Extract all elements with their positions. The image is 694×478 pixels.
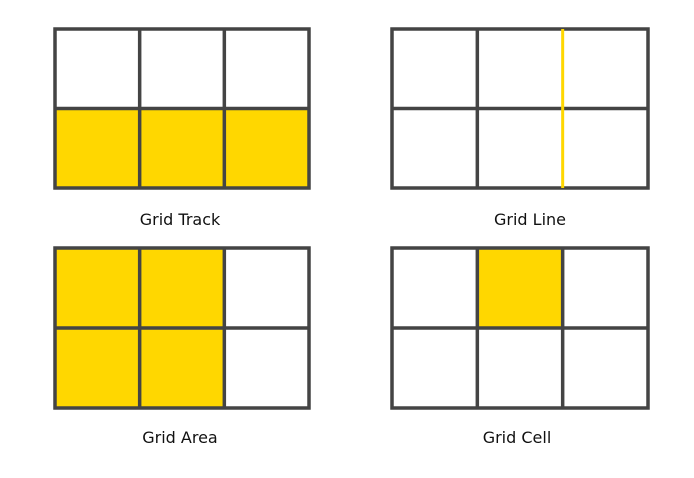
grid-cell-cell-r1-c0: [392, 328, 478, 408]
grid-track-border: [53, 27, 311, 190]
grid-area-caption: Grid Area: [142, 428, 217, 447]
grid-cell-border: [390, 246, 650, 410]
panel-grid-area: Grid Area: [53, 246, 311, 447]
grid-cell-cell-r0-c0: [392, 248, 478, 328]
grid-track-cell-r1-c1: [139, 108, 225, 188]
panel-grid-cell: Grid Cell: [390, 246, 650, 447]
grid-line-cell-r1-c2: [562, 108, 648, 188]
grid-track-lines: [53, 27, 311, 190]
grid-area-cell-r1-c2: [224, 328, 309, 408]
grid-cell-cell-r1-c1: [477, 328, 563, 408]
grid-cell-cell-r0-c1: [477, 248, 563, 328]
grid-cell-cell-r1-c2: [562, 328, 648, 408]
grid-line-caption: Grid Line: [494, 210, 566, 229]
grid-track-cell-r0-c0: [55, 29, 140, 109]
grid-track-cell-r1-c0: [55, 108, 140, 188]
grid-cell-cells: [392, 248, 648, 408]
grid-track-caption: Grid Track: [140, 210, 221, 229]
grid-area-cell-r0-c0: [55, 248, 140, 328]
grid-area-border: [53, 246, 311, 410]
grid-track-cell-r0-c2: [224, 29, 309, 109]
grid-area-cell-r1-c1: [139, 328, 225, 408]
grid-cell-caption: Grid Cell: [483, 428, 552, 447]
grid-line-border: [390, 27, 650, 190]
grid-line-cell-r0-c2: [562, 29, 648, 109]
grid-area-cell-r0-c1: [139, 248, 225, 328]
grid-area-cell-r1-c0: [55, 328, 140, 408]
panel-grid-line: Grid Line: [390, 27, 650, 229]
grid-cell-lines: [390, 246, 650, 410]
grid-track-cell-r0-c1: [139, 29, 225, 109]
grid-line-cell-r0-c0: [392, 29, 478, 109]
grid-track-cells: [55, 29, 309, 188]
grid-line-lines: [390, 27, 650, 190]
grid-area-lines: [53, 246, 311, 410]
grid-track-cell-r1-c2: [224, 108, 309, 188]
grid-cell-cell-r0-c2: [562, 248, 648, 328]
grid-line-cell-r1-c1: [477, 108, 563, 188]
grid-line-cell-r0-c1: [477, 29, 563, 109]
grid-area-cell-r0-c2: [224, 248, 309, 328]
panel-grid-track: Grid Track: [53, 27, 311, 229]
grid-line-cell-r1-c0: [392, 108, 478, 188]
